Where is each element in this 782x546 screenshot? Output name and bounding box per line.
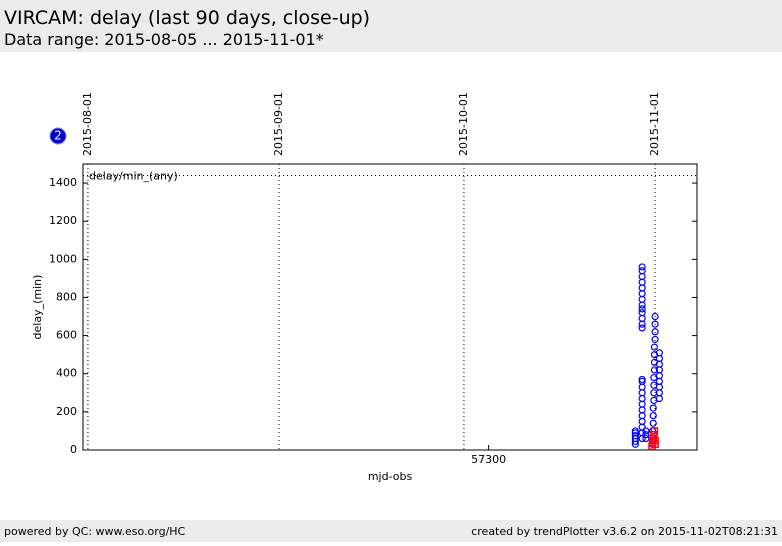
point [638, 305, 646, 313]
point [638, 394, 646, 403]
y-tick-label: 1000 [49, 252, 77, 265]
point [651, 320, 659, 328]
point [638, 375, 646, 384]
point [642, 427, 650, 435]
point [631, 432, 639, 440]
point [638, 320, 646, 328]
point [638, 290, 646, 298]
y-tick-label: 0 [70, 443, 77, 456]
y-axis-label: delay_(min) [31, 275, 44, 340]
point [638, 383, 646, 391]
date-marker-label: 2015-11-01 [648, 92, 661, 156]
y-tick-label: 1400 [49, 176, 77, 189]
point [638, 324, 646, 332]
point [651, 335, 659, 344]
point [651, 436, 659, 445]
footer-right: created by trendPlotter v3.6.2 on 2015-1… [471, 525, 778, 538]
point [655, 354, 663, 363]
footer-band [0, 520, 782, 542]
point [638, 406, 646, 414]
point [638, 389, 646, 397]
point [638, 423, 646, 431]
page-subtitle: Data range: 2015-08-05 ... 2015-11-01* [4, 30, 324, 49]
point [655, 349, 663, 357]
point [638, 284, 646, 292]
point [638, 272, 646, 281]
y-tick-label: 800 [56, 290, 77, 303]
point [650, 343, 659, 351]
badge-icon [49, 127, 67, 145]
point [651, 312, 659, 321]
point [638, 309, 646, 317]
point [649, 412, 657, 420]
point [638, 417, 646, 425]
point [655, 377, 663, 385]
y-tick-label: 400 [56, 367, 77, 380]
point [638, 295, 646, 303]
date-marker-label: 2015-08-01 [81, 92, 94, 156]
point [631, 427, 639, 435]
page-title: VIRCAM: delay (last 90 days, close-up) [4, 7, 370, 29]
point [638, 267, 646, 275]
header-band [0, 0, 782, 52]
point [655, 372, 663, 380]
x-tick-label: 57300 [471, 453, 506, 466]
plot-frame [82, 163, 698, 451]
point [642, 431, 650, 439]
reference-label: delay/min_(any) [89, 169, 178, 182]
footer-left: powered by QC: www.eso.org/HC [4, 525, 186, 538]
point [638, 263, 646, 271]
point [649, 419, 657, 427]
point [651, 328, 659, 336]
date-marker-label: 2015-10-01 [457, 92, 470, 156]
y-tick-label: 200 [56, 405, 77, 418]
point [649, 404, 657, 412]
y-tick-label: 600 [56, 329, 77, 342]
point [642, 434, 650, 443]
point [638, 301, 646, 309]
x-axis-label: mjd-obs [368, 470, 413, 483]
point [655, 383, 663, 391]
y-tick-label: 1200 [49, 214, 77, 227]
badge-text: 2 [54, 129, 62, 143]
point [638, 314, 646, 323]
date-marker-label: 2015-09-01 [272, 92, 285, 156]
point [651, 440, 659, 449]
point [638, 412, 646, 420]
point [650, 366, 659, 374]
point [638, 400, 646, 408]
point [638, 278, 646, 286]
point [650, 427, 659, 435]
point [655, 394, 663, 403]
